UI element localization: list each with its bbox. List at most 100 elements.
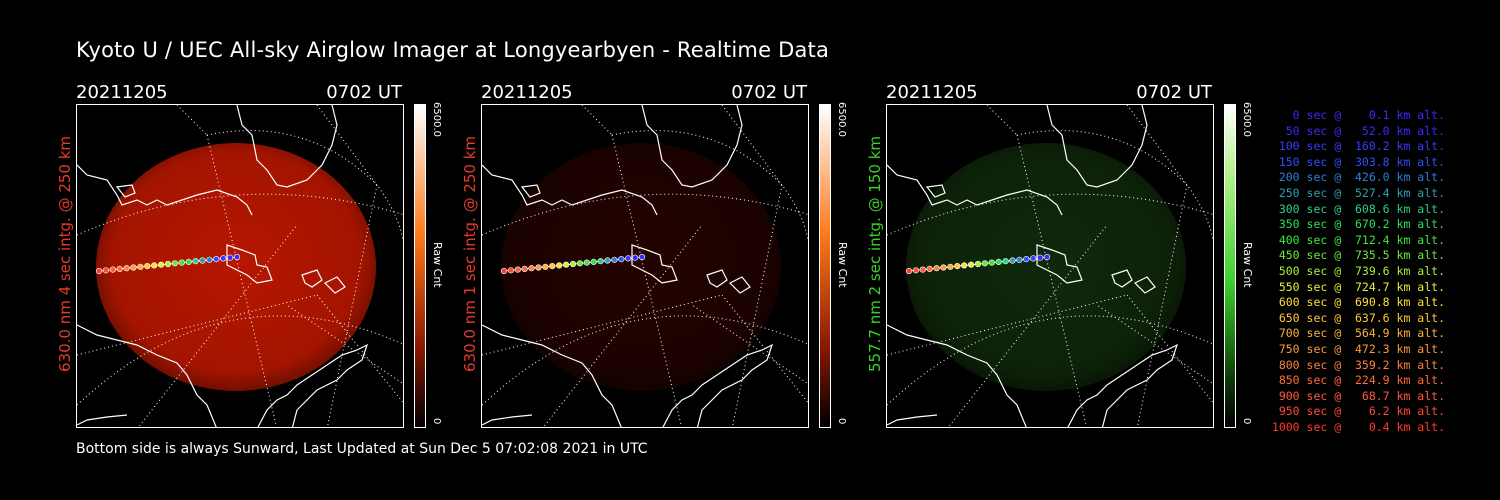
coastlines	[887, 105, 1179, 427]
panel-3-colorbar	[1224, 104, 1236, 428]
trajectory-point	[514, 266, 521, 273]
trajectory-point	[157, 261, 165, 268]
trajectory-point	[618, 256, 625, 263]
trajectory-point	[1002, 258, 1009, 265]
rocket-trajectory	[905, 253, 1051, 275]
trajectory-point	[961, 262, 968, 269]
allsky-map	[887, 105, 1213, 427]
trajectory-point	[542, 263, 549, 270]
trajectory-point	[1030, 255, 1037, 262]
legend-row: 350 sec @ 670.2 km alt.	[1271, 217, 1445, 232]
legend-row: 650 sec @ 637.6 km alt.	[1271, 310, 1445, 325]
panel-1-cbar-unit: Raw Cnt	[431, 242, 444, 288]
legend-row: 700 sec @ 564.9 km alt.	[1271, 326, 1445, 341]
panel-2-time: 0702 UT	[731, 82, 807, 103]
trajectory-point	[1016, 256, 1023, 263]
panel-1-ylabel: 630.0 nm 4 sec intg. @ 250 km	[56, 135, 74, 372]
legend-row: 550 sec @ 724.7 km alt.	[1271, 279, 1445, 294]
legend-row: 200 sec @ 426.0 km alt.	[1271, 170, 1445, 185]
legend-row: 600 sec @ 690.8 km alt.	[1271, 295, 1445, 310]
panel-3-image	[886, 104, 1214, 428]
panel-1-cbar-min: 0	[431, 418, 442, 425]
legend-row: 1000 sec @ 0.4 km alt.	[1271, 419, 1445, 434]
trajectory-point	[597, 258, 604, 265]
trajectory-point	[562, 261, 570, 268]
lat-lon-grid	[887, 105, 1213, 427]
trajectory-point	[185, 258, 192, 265]
trajectory-point	[1009, 257, 1016, 264]
rocket-trajectory	[500, 253, 646, 275]
legend-row: 750 sec @ 472.3 km alt.	[1271, 341, 1445, 356]
trajectory-point	[967, 261, 975, 268]
trajectory-point	[192, 258, 199, 265]
trajectory-point	[954, 263, 961, 270]
trajectory-point	[199, 257, 206, 264]
panel-2-cbar-unit: Raw Cnt	[836, 242, 849, 288]
trajectory-point	[227, 254, 234, 261]
coastlines	[77, 105, 369, 427]
lat-lon-grid	[77, 105, 403, 427]
legend-row: 50 sec @ 52.0 km alt.	[1271, 123, 1445, 138]
trajectory-point	[988, 259, 995, 266]
trajectory-point	[905, 267, 913, 275]
trajectory-point	[604, 257, 611, 264]
panel-2-cbar-min: 0	[836, 418, 847, 425]
panel-2-cbar-max: 6500.0	[836, 102, 847, 137]
trajectory-point	[926, 265, 933, 272]
footer-status: Bottom side is always Sunward, Last Upda…	[76, 441, 648, 457]
trajectory-point	[569, 260, 577, 268]
trajectory-point	[151, 262, 158, 269]
panel-2-image	[481, 104, 809, 428]
trajectory-point	[507, 267, 515, 274]
legend-row: 950 sec @ 6.2 km alt.	[1271, 404, 1445, 419]
trajectory-point	[123, 265, 130, 272]
trajectory-point	[178, 259, 185, 266]
trajectory-point	[535, 264, 542, 271]
trajectory-point	[500, 267, 508, 275]
trajectory-point	[144, 263, 151, 270]
trajectory-point	[102, 267, 110, 274]
trajectory-point	[95, 267, 103, 275]
trajectory-point	[995, 258, 1002, 265]
trajectory-point	[638, 253, 646, 261]
trajectory-point	[981, 260, 988, 267]
legend-row: 450 sec @ 735.5 km alt.	[1271, 248, 1445, 263]
panel-1-colorbar	[414, 104, 426, 428]
trajectory-point	[1023, 256, 1030, 263]
trajectory-point	[521, 265, 528, 272]
legend-row: 800 sec @ 359.2 km alt.	[1271, 357, 1445, 372]
trajectory-point	[625, 255, 632, 262]
legend-row: 850 sec @ 224.9 km alt.	[1271, 373, 1445, 388]
legend-row: 100 sec @ 160.2 km alt.	[1271, 139, 1445, 154]
legend-row: 300 sec @ 608.6 km alt.	[1271, 201, 1445, 216]
legend-row: 250 sec @ 527.4 km alt.	[1271, 185, 1445, 200]
trajectory-point	[583, 259, 590, 266]
trajectory-point	[206, 256, 213, 263]
legend-row: 0 sec @ 0.1 km alt.	[1271, 108, 1445, 122]
trajectory-point	[1043, 253, 1051, 261]
trajectory-point	[130, 264, 137, 271]
trajectory-point	[974, 260, 982, 268]
panel-1-image	[76, 104, 404, 428]
rocket-trajectory	[95, 253, 241, 275]
panel-3-ylabel: 557.7 nm 2 sec intg. @ 150 km	[866, 135, 884, 372]
trajectory-point	[947, 263, 954, 270]
trajectory-point	[933, 265, 940, 272]
allsky-map	[482, 105, 808, 427]
panel-2-date: 20211205	[481, 82, 573, 103]
trajectory-point	[912, 267, 920, 274]
panel-3-time: 0702 UT	[1136, 82, 1212, 103]
trajectory-point	[919, 266, 926, 273]
legend-row: 150 sec @ 303.8 km alt.	[1271, 154, 1445, 169]
trajectory-point	[137, 263, 144, 270]
trajectory-point	[164, 260, 172, 268]
trajectory-point	[109, 266, 116, 273]
trajectory-point	[213, 256, 220, 263]
trajectory-point	[590, 258, 597, 265]
legend-row: 400 sec @ 712.4 km alt.	[1271, 232, 1445, 247]
trajectory-point	[1037, 254, 1044, 261]
panel-1-date: 20211205	[76, 82, 168, 103]
coastlines	[482, 105, 774, 427]
trajectory-legend: 0 sec @ 0.1 km alt. 50 sec @ 52.0 km alt…	[1250, 108, 1445, 435]
trajectory-point	[556, 262, 563, 269]
